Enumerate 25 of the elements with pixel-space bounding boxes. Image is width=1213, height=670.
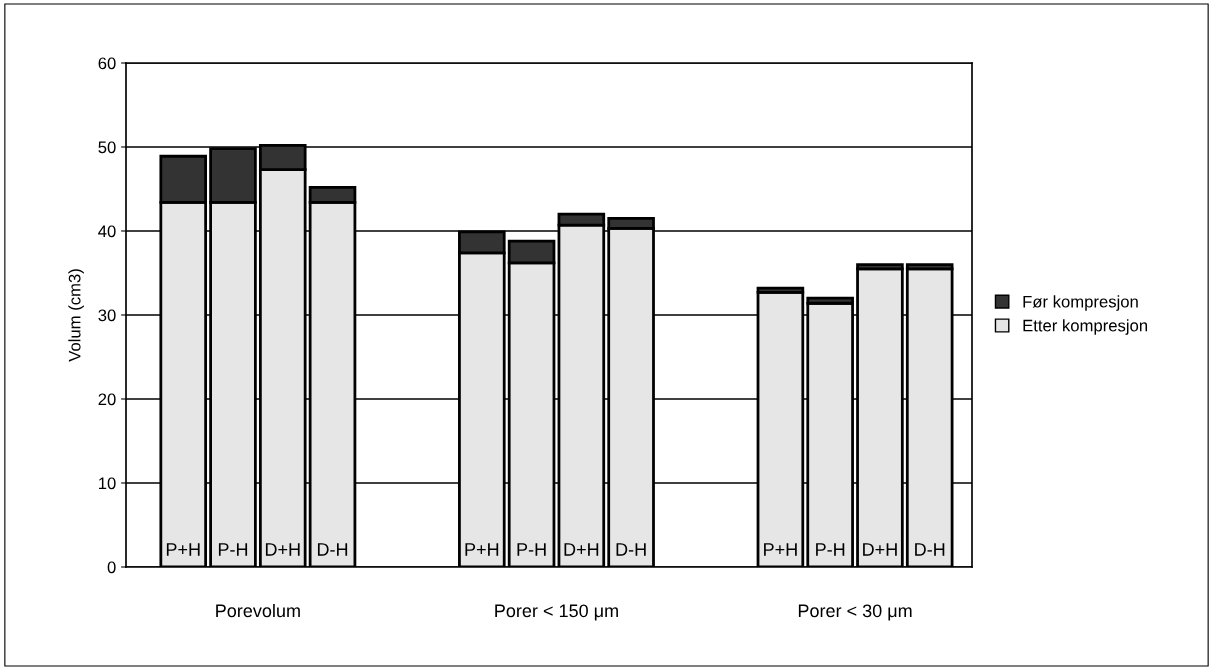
x-tick-label: P-H [218,543,248,556]
y-tick-label: 0 [107,561,116,574]
x-tick-label: P-H [517,543,546,556]
x-tick-label: P+H [166,543,200,556]
y-axis-title: Volum (cm3) [68,269,84,362]
x-tick-label: D-H [616,543,646,556]
y-tick-label: 40 [98,225,116,238]
x-tick-label: D-H [317,543,348,556]
legend-label: Etter kompresjon [1023,319,1148,335]
y-tick-label: 50 [98,141,116,154]
y-tick-label: 60 [98,57,116,70]
x-tick-label: P+H [764,543,797,556]
y-tick-label: 10 [99,477,116,490]
text: Porevolum [216,603,300,618]
text: Porer < 150 μm [495,604,618,621]
x-tick-label: P-H [816,543,845,556]
x-tick-label: D+H [265,543,300,556]
legend-label: Før kompresjon [1023,295,1138,311]
x-tick-label: D+H [564,543,599,556]
x-tick-label: P+H [465,543,499,556]
x-tick-label: D+H [863,543,897,556]
x-tick-label: D-H [915,543,945,556]
y-tick-label: 30 [98,309,116,322]
y-tick-label: 20 [98,393,116,406]
text: Porer < 30 μm [798,604,912,621]
